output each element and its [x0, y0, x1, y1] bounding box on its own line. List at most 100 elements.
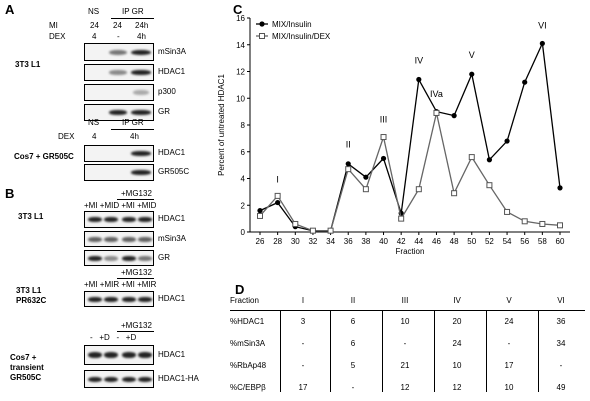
blot-label-hdac1-a: HDAC1: [158, 67, 186, 76]
table-cell-2-1: -: [301, 361, 305, 370]
blot-label-b3-hdac1: HDAC1: [158, 350, 186, 359]
peak-label-3: IV: [415, 55, 424, 65]
x-tick-label-6: 38: [361, 237, 370, 246]
x-tick-label-14: 54: [503, 237, 512, 246]
x-tick-label-13: 52: [485, 237, 494, 246]
cell-line-b2: 3T3 L1 PR632C: [16, 286, 47, 305]
point-s0-13: [486, 157, 493, 163]
point-s1-13: [486, 182, 493, 189]
y-tick-label-4: 8: [241, 121, 246, 130]
point-s0-7: [380, 155, 387, 162]
series-line-0: [259, 41, 561, 232]
table-cell-1-1: -: [301, 339, 305, 348]
blot-b3-hdac1-ha: [84, 370, 154, 388]
point-s1-4: [327, 227, 334, 234]
table-cell-0-0: %HDAC1: [230, 317, 265, 326]
table-cell-1-4: 24: [452, 339, 462, 348]
table-header-2: II: [350, 296, 356, 305]
mg132-label-2: +MG132: [121, 268, 152, 277]
series-line-1: [259, 112, 561, 232]
table-col-separator-3: [434, 310, 435, 392]
blot-label-b-hdac1: HDAC1: [158, 214, 186, 223]
table-cell-2-0: %RbAp48: [230, 361, 267, 370]
mi-val-3: 24h: [135, 21, 149, 30]
point-s0-15: [522, 79, 528, 85]
y-tick-label-1: 2: [241, 201, 246, 210]
table-cell-3-0: %C/EBPβ: [230, 383, 266, 392]
table-col-separator-5: [538, 310, 539, 392]
blot-b3-hdac1: [84, 345, 154, 365]
blot-label-msin3a: mSin3A: [158, 47, 187, 56]
ns-header: NS: [88, 7, 100, 16]
blot-hdac1-cos7: [84, 145, 154, 162]
table-cell-2-6: -: [559, 361, 563, 370]
x-tick-label-15: 56: [520, 237, 529, 246]
table-cell-2-2: 5: [350, 361, 356, 370]
peak-label-5: V: [469, 50, 475, 60]
legend-label-0: MIX/Insulin: [272, 20, 312, 29]
point-s0-5: [345, 161, 351, 167]
x-tick-label-11: 48: [450, 237, 459, 246]
table-header-rule: [230, 310, 585, 311]
point-s1-5: [345, 166, 352, 173]
panel-label-c: C: [233, 2, 243, 17]
point-s1-10: [433, 109, 440, 116]
y-tick-label-5: 10: [236, 94, 245, 103]
legend-marker-1: [259, 33, 265, 39]
table-cell-3-5: 10: [504, 383, 514, 392]
blot-b-msin3a: [84, 231, 154, 247]
blot-p300: [84, 84, 154, 101]
lanes-label-1: +MI +MID +MI +MID: [84, 201, 157, 210]
x-tick-label-16: 58: [538, 237, 547, 246]
legend-marker-0: [259, 21, 265, 27]
peak-label-1: II: [346, 140, 351, 150]
blot-label-b3-hdac1-ha: HDAC1-HA: [158, 374, 199, 383]
table-cell-0-2: 6: [350, 317, 356, 326]
blot-label-b-msin3a: mSin3A: [158, 234, 187, 243]
blot-label-p300: p300: [158, 87, 176, 96]
table-cell-3-4: 12: [452, 383, 462, 392]
x-tick-label-17: 60: [556, 237, 565, 246]
table-col-separator-4: [486, 310, 487, 392]
blot-label-b-gr: GR: [158, 253, 170, 262]
x-tick-label-10: 46: [432, 237, 441, 246]
point-s1-3: [309, 227, 316, 234]
cell-line-cos7: Cos7 + GR505C: [14, 152, 74, 161]
panel-label-d: D: [235, 282, 245, 297]
dex-val-3: 4h: [137, 32, 146, 41]
point-s1-9: [415, 186, 422, 193]
table-cell-2-3: 21: [400, 361, 410, 370]
y-tick-label-7: 14: [236, 41, 245, 50]
point-s0-14: [504, 138, 510, 144]
y-tick-label-8: 16: [236, 14, 245, 23]
row-label-dex-2: DEX: [58, 132, 75, 141]
point-s1-2: [292, 220, 299, 227]
x-tick-label-1: 28: [273, 237, 282, 246]
table-cell-0-6: 36: [556, 317, 566, 326]
lanes-label-3: - +D - +D: [90, 333, 137, 342]
blot-hdac1-a: [84, 64, 154, 81]
table-cell-2-4: 10: [452, 361, 462, 370]
blot-b-gr: [84, 250, 154, 266]
mi-val-1: 24: [90, 21, 99, 30]
table-col-separator-0: [280, 310, 281, 392]
table-header-3: III: [401, 296, 409, 305]
blot-b2-hdac1: [84, 291, 154, 307]
table-header-4: IV: [453, 296, 461, 305]
blot-label-hdac1-cos7: HDAC1: [158, 148, 186, 157]
table-cell-1-3: -: [403, 339, 407, 348]
dex2-val-2: 4h: [130, 132, 139, 141]
lanes-label-2: +MI +MIR +MI +MIR: [84, 280, 157, 289]
point-s0-11: [451, 113, 457, 119]
point-s1-8: [398, 215, 405, 222]
point-s1-7: [380, 134, 387, 141]
point-s1-17: [557, 222, 563, 229]
y-tick-label-0: 0: [241, 228, 246, 237]
table-cell-0-1: 3: [300, 317, 306, 326]
point-s1-11: [451, 190, 458, 197]
table-header-5: V: [506, 296, 512, 305]
mg132-label-3: +MG132: [121, 321, 152, 330]
mg132-line-1: [117, 199, 154, 200]
cell-line-b1: 3T3 L1: [18, 212, 44, 221]
